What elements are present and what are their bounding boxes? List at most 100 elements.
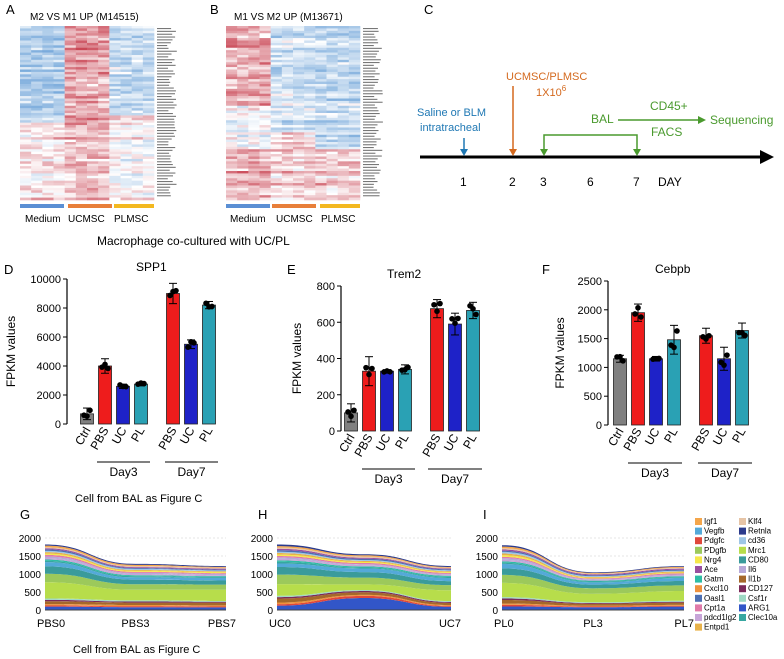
heatmap-cell: [348, 26, 361, 29]
heatmap-cell: [131, 35, 144, 39]
heatmap-cell: [315, 86, 327, 90]
heatmap-cell: [315, 144, 327, 148]
heatmap-cell: [304, 81, 316, 85]
y-tick-label: 4000: [37, 361, 61, 373]
heatmap-cell: [131, 120, 144, 123]
stream-layer: [45, 605, 226, 608]
heatmap-cell: [348, 146, 361, 150]
heatmap-cell: [315, 93, 327, 97]
gene-label-mark: [363, 33, 375, 35]
bar: [166, 293, 180, 425]
heatmap-cell: [131, 110, 144, 114]
heatmap-cell: [87, 100, 99, 104]
heatmap-cell: [326, 171, 338, 174]
heatmap-cell: [226, 183, 238, 186]
heatmap-cell: [248, 190, 260, 194]
bal-bracket-arrowhead-day3: [540, 149, 548, 156]
heatmap-cell: [31, 40, 43, 44]
heatmap-cell: [87, 168, 99, 172]
heatmap-cell: [42, 178, 54, 181]
legend-swatch: [739, 614, 746, 621]
heatmap-cell: [142, 28, 155, 32]
gene-label-mark: [363, 98, 378, 100]
day-tick-2: 2: [509, 175, 516, 189]
stream-layer: [45, 601, 226, 606]
gene-label-mark: [157, 152, 170, 154]
heatmap-cell: [53, 163, 65, 167]
heatmap-cell: [248, 122, 260, 126]
heatmap-cell: [42, 40, 54, 44]
heatmap-cell: [109, 183, 121, 186]
heatmap-cell: [142, 108, 155, 111]
heatmap-cell: [337, 154, 350, 157]
heatmap-cell: [270, 28, 283, 32]
heatmap-cell: [131, 129, 144, 133]
heatmap-cell: [237, 168, 249, 172]
heatmap-cell: [337, 190, 350, 194]
heatmap-cell: [87, 156, 99, 160]
heatmap-cell: [337, 45, 350, 49]
stream-layer: [502, 555, 684, 579]
heatmap-cell: [226, 64, 238, 68]
heatmap-cell: [226, 35, 238, 39]
gene-label-mark: [363, 96, 375, 98]
heatmap-cell: [64, 26, 77, 29]
heatmap-cell: [20, 197, 32, 201]
heatmap-cell: [42, 129, 54, 133]
heatmap-cell: [109, 154, 121, 157]
heatmap-cell: [337, 144, 350, 148]
heatmap-cell: [120, 113, 132, 116]
gene-label-mark: [363, 192, 380, 194]
heatmap-cell: [109, 144, 121, 148]
heatmap-cell: [142, 67, 155, 70]
heatmap-cell: [326, 154, 338, 157]
heatmap-cell: [42, 64, 54, 68]
heatmap-cell: [87, 185, 99, 189]
heatmap-cell: [53, 197, 65, 201]
heatmap-cell: [31, 57, 43, 61]
legend-label: Pdgfc: [704, 536, 724, 545]
heatmap-cell: [259, 69, 271, 73]
heatmap-cell: [293, 100, 305, 104]
heatmap-cell: [259, 40, 271, 44]
heatmap-cell: [87, 149, 99, 152]
heatmap-cell: [304, 151, 316, 155]
heatmap-cell: [326, 47, 338, 51]
heatmap-cell: [131, 88, 144, 92]
heatmap-cell: [237, 100, 249, 104]
heatmap-cell: [237, 158, 249, 162]
heatmap-cell: [348, 166, 361, 169]
heatmap-cell: [281, 98, 294, 102]
heatmap-cell: [293, 117, 305, 121]
panel-a-letter: A: [6, 2, 15, 17]
heatmap-cell: [64, 158, 77, 162]
heatmap-cell: [304, 64, 316, 68]
bar-charts-footnote: Cell from BAL as Figure C: [75, 493, 202, 505]
heatmap-cell: [131, 158, 144, 162]
heatmap-cell: [31, 178, 43, 181]
heatmap-cell: [31, 88, 43, 92]
heatmap-cell: [64, 122, 77, 126]
x-tick-label: UC: [710, 425, 731, 447]
heatmap-cell: [75, 59, 88, 63]
heatmap-cell: [293, 103, 305, 107]
heatmap-cell: [109, 134, 121, 138]
gene-label-mark: [363, 175, 375, 177]
heatmap-cell: [42, 105, 54, 109]
heatmap-cell: [293, 26, 305, 29]
heatmap-cell: [293, 175, 305, 179]
heatmap-cell: [248, 146, 260, 150]
heatmap-cell: [248, 33, 260, 36]
heatmap-cell: [31, 146, 43, 150]
heatmap-cell: [87, 161, 99, 165]
x-tick-label: UC7: [439, 618, 461, 630]
heatmap-cell: [31, 197, 43, 201]
heatmap-cell: [259, 26, 271, 29]
heatmap-cell: [281, 125, 294, 128]
heatmap-cell: [31, 132, 43, 136]
heatmap-cell: [337, 120, 350, 123]
heatmap-cell: [248, 81, 260, 85]
heatmap-cell: [142, 86, 155, 90]
heatmap-cell: [259, 105, 271, 109]
